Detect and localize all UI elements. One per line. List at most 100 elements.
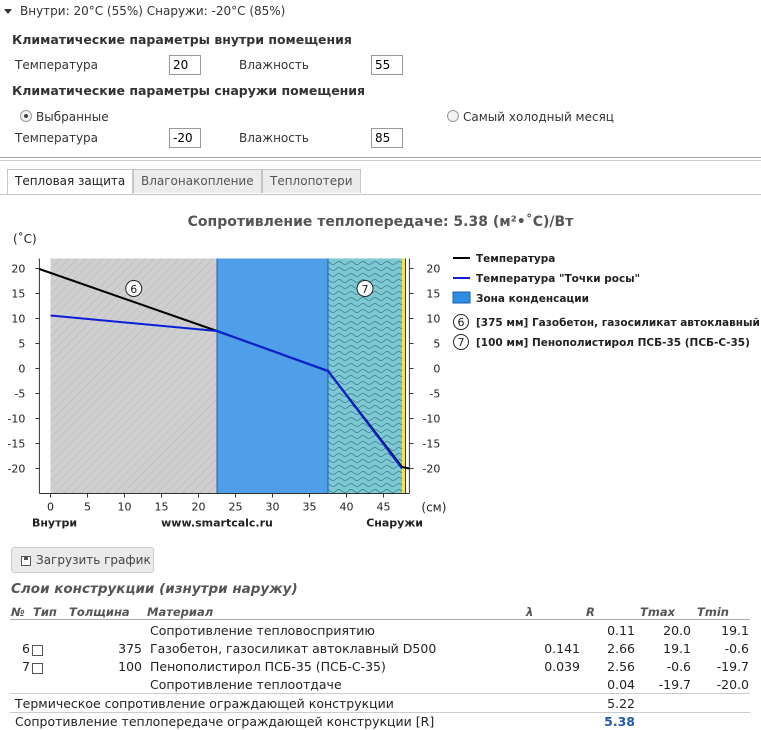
x-tick-label: 20 [192, 501, 206, 514]
y-tick-label-left: 20 [11, 263, 25, 276]
thermal-resistance-value: 5.22 [607, 696, 635, 711]
layers-table-title: Слои конструкции (изнутри наружу) [11, 581, 298, 597]
row-material: Сопротивление теплоотдаче [150, 677, 342, 692]
row-tmax: 20.0 [663, 623, 691, 638]
row-type-checkbox[interactable] [32, 663, 43, 674]
divider [0, 157, 761, 158]
tab-moisture[interactable]: Влагонакопление [133, 169, 262, 193]
row-lambda: 0.141 [544, 641, 580, 656]
x-label-site: www.smartcalc.ru [161, 517, 273, 530]
col-header-lambda: λ [526, 605, 534, 619]
legend-label: Зона конденсации [476, 293, 589, 305]
outer-finish-edge [405, 258, 406, 494]
legend-label: [375 мм] Газобетон, газосиликат автоклав… [476, 317, 761, 329]
row-material: Сопротивление тепловосприятию [150, 623, 375, 638]
inside-temp-input[interactable] [169, 55, 201, 75]
outer-finish-layer [402, 258, 405, 494]
col-header-r: R [586, 605, 595, 619]
y-tick-label-left: 10 [11, 313, 25, 326]
x-tick-label: 5 [84, 501, 91, 514]
row-thickness: 100 [118, 659, 142, 674]
legend-label: [100 мм] Пенополистирол ПСБ-35 (ПСБ-С-35… [476, 337, 750, 349]
row-number: 7 [22, 659, 30, 674]
y-tick-label-left: 5 [18, 338, 25, 351]
x-tick-label: 0 [47, 501, 54, 514]
x-tick-label: 25 [229, 501, 243, 514]
row-number: 6 [22, 641, 30, 656]
condensation-zone [217, 258, 328, 494]
layer-marker-7 [356, 280, 374, 297]
tab-bar-border [0, 194, 761, 195]
inside-section-title: Климатические параметры внутри помещения [12, 32, 352, 47]
tab-thermal-protection[interactable]: Тепловая защита [7, 169, 134, 195]
radio-coldest-month-label: Самый холодный месяц [463, 110, 614, 124]
y-tick-label-left: -5 [14, 388, 25, 401]
divider [0, 160, 761, 161]
row-r: 0.11 [607, 623, 635, 638]
outside-humidity-input[interactable] [371, 128, 403, 148]
y-tick-label-left: -20 [7, 463, 25, 476]
outside-section-title: Климатические параметры снаружи помещени… [12, 83, 366, 98]
y-tick-label-right: -20 [422, 463, 440, 476]
dew-point-line [50, 314, 403, 470]
x-tick-label: 45 [377, 501, 391, 514]
y-tick-label-right: 10 [426, 313, 440, 326]
outside-temp-label: Температура [15, 131, 99, 145]
x-axis-unit: (см) [421, 501, 446, 515]
x-tick-label: 15 [155, 501, 169, 514]
inside-temp-label: Температура [15, 58, 99, 72]
layer-marker-label-6: 6 [130, 283, 137, 296]
layer-marker-label-7: 7 [362, 283, 369, 296]
outside-temp-input[interactable] [169, 128, 201, 148]
row-r: 2.66 [607, 641, 635, 656]
row-material: Пенополистирол ПСБ-35 (ПСБ-С-35) [150, 659, 386, 674]
row-tmin: -19.7 [716, 659, 749, 674]
layer-marker-6 [125, 280, 143, 297]
row-r: 0.04 [607, 677, 635, 692]
radio-selected[interactable] [20, 110, 32, 122]
radio-selected-label: Выбранные [36, 110, 109, 124]
y-tick-label-right: 5 [433, 338, 440, 351]
total-resistance-label: Сопротивление теплопередаче ограждающей … [15, 714, 435, 729]
outside-humidity-label: Влажность [239, 131, 309, 145]
x-tick-label: 35 [303, 501, 317, 514]
col-header-type: Тип [33, 605, 57, 619]
y-tick-label-right: 20 [426, 263, 440, 276]
col-header-no: № [11, 605, 25, 619]
inside-humidity-input[interactable] [371, 55, 403, 75]
row-tmax: -0.6 [666, 659, 691, 674]
layer-7 [328, 258, 402, 494]
y-tick-label-left: -10 [7, 413, 25, 426]
table-divider [10, 693, 750, 694]
y-tick-label-right: -10 [422, 413, 440, 426]
x-label-inside: Внутри [32, 517, 77, 530]
radio-coldest-month[interactable] [447, 110, 459, 122]
row-r: 2.56 [607, 659, 635, 674]
legend-box-swatch [452, 291, 471, 304]
row-tmin: 19.1 [721, 623, 749, 638]
col-header-tmin: Tmin [697, 605, 729, 619]
row-material: Газобетон, газосиликат автоклавный D500 [150, 641, 437, 656]
row-lambda: 0.039 [544, 659, 580, 674]
climate-summary-text: Внутри: 20°C (55%) Снаружи: -20°C (85%) [20, 4, 286, 18]
chart-title: Сопротивление теплопередаче: 5.38 (м²•˚С… [187, 214, 574, 230]
col-header-tmax: Tmax [640, 605, 676, 619]
y-axis-label: (˚С) [13, 231, 37, 246]
climate-summary-toggle[interactable]: Внутри: 20°C (55%) Снаружи: -20°C (85%) [4, 4, 285, 18]
legend-number-marker [453, 314, 469, 330]
table-header-divider [10, 619, 750, 620]
row-thickness: 375 [118, 641, 142, 656]
col-header-material: Материал [147, 605, 214, 619]
save-icon [21, 556, 31, 566]
inside-humidity-label: Влажность [239, 58, 309, 72]
y-tick-label-left: 0 [18, 363, 25, 376]
row-type-checkbox[interactable] [32, 645, 43, 656]
x-tick-label: 40 [340, 501, 354, 514]
tab-heat-loss[interactable]: Теплопотери [262, 169, 361, 193]
row-tmin: -20.0 [716, 677, 749, 692]
y-tick-label-right: 0 [433, 363, 440, 376]
legend-number-marker [453, 334, 469, 350]
load-chart-button[interactable]: Загрузить график [11, 547, 154, 573]
table-divider [10, 712, 750, 713]
row-tmax: 19.1 [663, 641, 691, 656]
